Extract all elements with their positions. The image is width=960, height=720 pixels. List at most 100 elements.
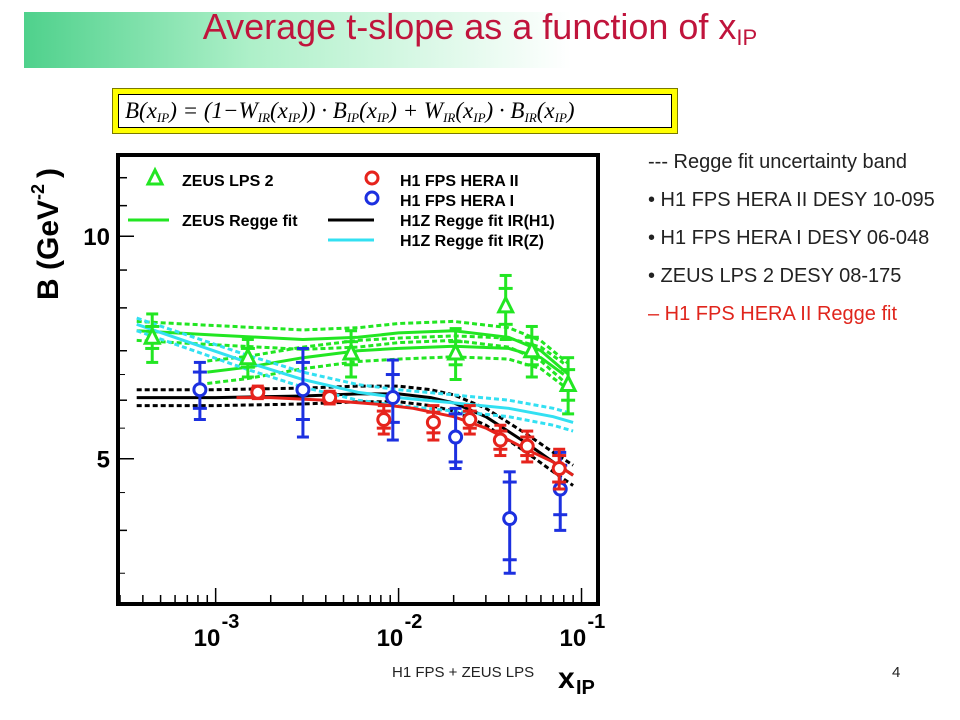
- triangle-marker: [446, 341, 466, 361]
- circle-marker: [250, 384, 266, 400]
- x-axis-title: x: [558, 662, 575, 695]
- data-point: [522, 324, 542, 379]
- data-point: [322, 389, 338, 406]
- slide-title: Average t-slope as a function of xIP: [0, 6, 960, 51]
- circle-marker: [462, 412, 478, 428]
- triangle-marker: [496, 294, 516, 314]
- x-axis-title-subscript: IP: [576, 677, 595, 699]
- data-point: [492, 423, 508, 458]
- axis-ticks: [119, 176, 583, 602]
- data-point: [551, 447, 567, 491]
- data-point: [376, 404, 392, 436]
- formula-part: (x: [270, 98, 288, 123]
- note-h1-hera1: • H1 FPS HERA I DESY 06-048: [648, 227, 930, 249]
- circle-marker: [425, 414, 441, 430]
- formula-subscript: IP: [346, 110, 360, 125]
- legend-triangle-marker: [145, 166, 165, 186]
- note-regge-band: --- Regge fit uncertainty band: [648, 151, 908, 173]
- legend-label: H1Z Regge fit IR(H1): [400, 213, 555, 230]
- data-point: [519, 429, 535, 464]
- y-tick-label: 5: [97, 447, 110, 474]
- circle-marker: [448, 429, 464, 445]
- triangle-marker: [341, 341, 361, 361]
- title-bar: [24, 12, 936, 68]
- triangle-marker: [522, 339, 542, 359]
- data-point: [192, 360, 208, 422]
- data-point: [558, 356, 578, 416]
- x-tick-label-exponent: -2: [405, 611, 423, 633]
- data-point: [238, 337, 258, 379]
- formula-part: (x: [455, 98, 474, 123]
- formula-box: B(xIP) = (1−WIR(xIP)) · BIP(xIP) + WIR(x…: [112, 88, 678, 134]
- legend-label: H1Z Regge fit IR(Z): [400, 233, 544, 250]
- circle-marker: [322, 390, 338, 406]
- legend-label: H1 FPS HERA II: [400, 173, 519, 190]
- formula-subscript: IR: [257, 110, 271, 125]
- x-tick-label-base: 10: [194, 625, 221, 652]
- note-zeus-lps2: • ZEUS LPS 2 DESY 08-175: [648, 265, 902, 287]
- circle-marker: [385, 390, 401, 406]
- x-tick-label-base: 10: [377, 625, 404, 652]
- formula-subscript: IR: [443, 110, 456, 125]
- x-tick-label-base: 10: [560, 625, 587, 652]
- circle-marker: [551, 461, 567, 477]
- regge-band-upper: [207, 334, 565, 365]
- triangle-marker: [142, 325, 162, 345]
- regge-fit-curve: [136, 329, 570, 376]
- circle-marker: [519, 438, 535, 454]
- data-point: [496, 273, 516, 341]
- data-point: [448, 406, 464, 471]
- regge-band-upper: [136, 316, 574, 416]
- data-point: [425, 404, 441, 442]
- legend-circle-marker: [364, 190, 380, 206]
- footer-text: H1 FPS + ZEUS LPS: [392, 664, 535, 681]
- note-h1-regge-fit: – H1 FPS HERA II Regge fit: [648, 303, 897, 325]
- formula-part: )) · B: [300, 98, 347, 123]
- legend-label: ZEUS LPS 2: [182, 173, 274, 190]
- circle-marker: [502, 511, 518, 527]
- slide-title-text: Average t-slope as a function of x: [202, 6, 737, 47]
- data-point: [142, 312, 162, 364]
- notes-list: --- Regge fit uncertainty band • H1 FPS …: [648, 150, 948, 340]
- formula-part: (x: [536, 98, 555, 123]
- formula-subscript: IR: [524, 110, 537, 125]
- triangle-marker: [238, 346, 258, 366]
- circle-marker: [492, 432, 508, 448]
- formula-subscript: IP: [376, 110, 390, 125]
- page-number: 4: [892, 664, 901, 681]
- data-point: [295, 346, 311, 439]
- y-axis-title-close: ): [32, 168, 65, 178]
- data-point: [341, 329, 361, 379]
- formula-subscript: IP: [473, 110, 486, 125]
- formula-subscript: IP: [287, 110, 301, 125]
- formula-part: (x: [359, 98, 377, 123]
- data-point: [385, 358, 401, 442]
- legend-circle-marker: [364, 170, 380, 186]
- regge-band-upper: [136, 384, 574, 467]
- y-axis-title-superscript: -2: [28, 184, 48, 200]
- formula-part: ) = (1−W: [169, 98, 258, 123]
- formula-part: ) · B: [485, 98, 525, 123]
- legend-label: ZEUS Regge fit: [182, 213, 298, 230]
- x-tick-label-exponent: -1: [588, 611, 606, 633]
- data-point: [250, 384, 266, 401]
- y-tick-label: 10: [83, 224, 110, 251]
- formula-subscript: IP: [156, 110, 170, 125]
- formula-part: B(x: [125, 98, 157, 123]
- regge-fit-curve: [136, 322, 574, 424]
- formula-subscript: IP: [554, 110, 567, 125]
- note-h1-hera2: • H1 FPS HERA II DESY 10-095: [648, 189, 935, 211]
- regge-band-upper: [136, 319, 570, 365]
- circle-marker: [192, 382, 208, 398]
- data-point: [502, 470, 518, 575]
- slide-title-subscript: IP: [736, 25, 758, 50]
- x-tick-label-exponent: -3: [222, 611, 240, 633]
- legend-label: H1 FPS HERA I: [400, 193, 514, 210]
- regge-band-lower: [136, 400, 574, 487]
- y-axis-title-text: B (GeV: [32, 200, 65, 300]
- fit-curves: [136, 316, 574, 487]
- circle-marker: [376, 412, 392, 428]
- triangle-marker: [558, 373, 578, 393]
